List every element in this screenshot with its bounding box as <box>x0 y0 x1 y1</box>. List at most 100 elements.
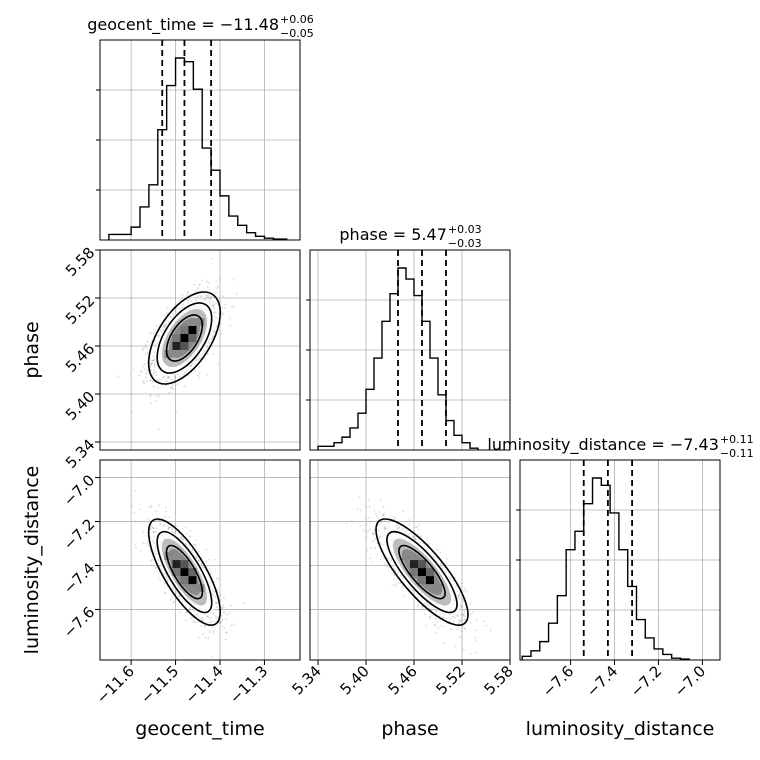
sample-point <box>151 380 154 383</box>
sample-point <box>164 591 166 594</box>
sample-point <box>401 528 404 531</box>
sample-point <box>369 520 372 523</box>
sample-point <box>383 562 386 565</box>
sample-point <box>167 375 170 378</box>
sample-point <box>204 624 207 627</box>
sample-point <box>188 535 191 538</box>
sample-point <box>170 596 173 599</box>
sample-point <box>184 371 187 373</box>
sample-point <box>206 285 209 288</box>
sample-point <box>416 605 419 608</box>
sample-point <box>152 359 155 362</box>
sample-point <box>209 297 212 300</box>
sample-point <box>158 379 161 382</box>
density-core-cell <box>172 568 181 577</box>
sample-point <box>449 617 452 620</box>
sample-point <box>159 580 161 582</box>
y-tick-label: −7.0 <box>60 471 98 509</box>
sample-point <box>211 300 214 303</box>
sample-point <box>143 363 146 366</box>
sample-point <box>381 515 384 517</box>
sample-point <box>153 369 156 372</box>
density-luminosity_distance-vs-phase <box>345 495 492 655</box>
sample-point <box>186 611 188 614</box>
grid-lines <box>100 40 300 240</box>
sample-point <box>142 381 145 384</box>
sample-point <box>437 626 440 629</box>
contour-line <box>375 518 469 626</box>
sample-point <box>215 302 218 305</box>
sample-point <box>460 605 462 608</box>
sample-point <box>177 308 180 310</box>
sample-point <box>146 380 149 383</box>
sample-point <box>165 384 168 387</box>
sample-point <box>179 376 181 379</box>
sample-point <box>365 517 368 520</box>
sample-point <box>214 602 217 605</box>
sample-point <box>152 526 154 529</box>
sample-point <box>155 510 158 513</box>
sample-point <box>417 596 419 599</box>
sample-point <box>186 299 189 302</box>
sample-point <box>458 621 461 624</box>
sample-point <box>415 538 418 541</box>
sample-point <box>203 566 205 569</box>
sample-point <box>461 597 464 600</box>
sample-point <box>211 305 214 307</box>
histogram-phase <box>306 249 511 451</box>
sample-point <box>200 295 203 297</box>
sample-point <box>432 614 435 617</box>
sample-point <box>458 593 461 596</box>
sample-point <box>198 376 201 379</box>
sample-point <box>203 298 205 301</box>
sample-point <box>460 627 463 630</box>
sample-point <box>219 622 222 624</box>
sample-point <box>170 387 172 390</box>
sample-point <box>380 520 383 523</box>
sample-point <box>413 609 416 612</box>
sample-point <box>224 631 227 634</box>
sample-point <box>205 293 208 296</box>
sample-point <box>220 332 223 335</box>
sample-point <box>208 342 211 344</box>
sample-point <box>394 517 396 520</box>
sample-point <box>215 617 218 620</box>
sample-point <box>179 611 182 614</box>
sample-point <box>141 346 144 349</box>
sample-point <box>441 617 444 619</box>
sample-point <box>205 280 208 283</box>
sample-point <box>221 625 224 628</box>
sample-point <box>153 542 155 545</box>
sample-point <box>378 511 381 514</box>
sample-point <box>182 303 184 306</box>
sample-point <box>205 374 208 376</box>
sample-point <box>167 527 170 530</box>
y-tick-label: 5.40 <box>62 388 98 424</box>
sample-point <box>475 651 478 654</box>
density-core-cell <box>188 334 197 342</box>
sample-point <box>433 624 436 627</box>
sample-point <box>370 547 372 550</box>
sample-point <box>383 520 386 523</box>
sample-point <box>141 349 144 352</box>
sample-point <box>444 562 447 564</box>
sample-point <box>133 511 135 514</box>
sample-point <box>189 530 192 533</box>
sample-point <box>172 378 175 381</box>
histogram-geocent_time <box>96 39 301 241</box>
sample-point <box>163 525 166 528</box>
sample-point <box>371 560 373 563</box>
sample-point <box>142 542 145 545</box>
x-tick-label: −11.5 <box>137 662 182 707</box>
sample-point <box>197 636 200 639</box>
sample-point <box>171 528 173 531</box>
y-tick-label: 5.52 <box>62 292 98 328</box>
sample-point <box>165 323 168 326</box>
sample-point <box>197 294 200 297</box>
sample-point <box>155 567 158 570</box>
sample-point <box>151 374 154 376</box>
sample-point <box>197 613 199 616</box>
sample-point <box>211 626 214 628</box>
sample-point <box>221 295 224 298</box>
sample-point <box>164 380 166 382</box>
